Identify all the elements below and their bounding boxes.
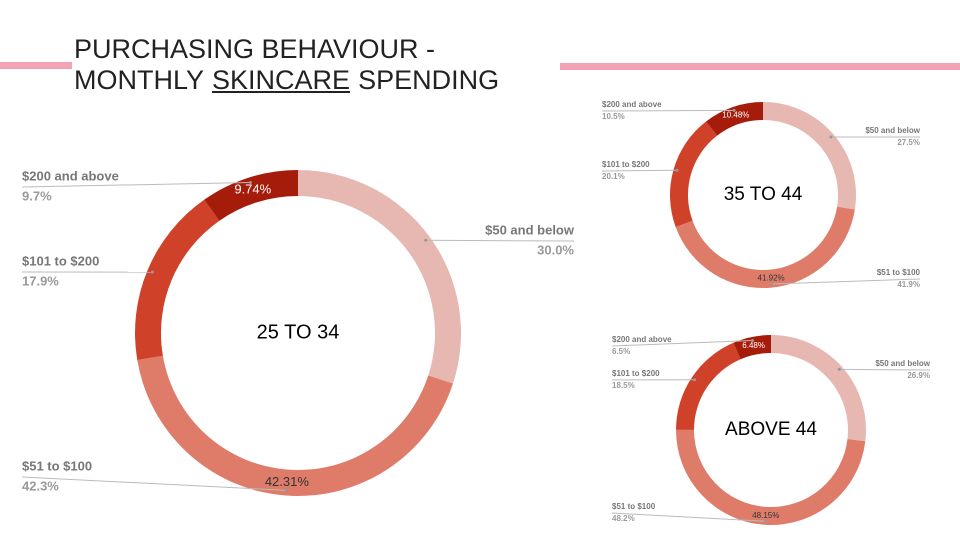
- legend-label: $51 to $100: [877, 268, 921, 277]
- leader-dot: [150, 270, 154, 274]
- leader-line: [601, 109, 735, 112]
- segment-label: 6.48%: [742, 341, 765, 350]
- leader-dot: [248, 181, 252, 185]
- legend-label: $200 and above: [612, 335, 672, 344]
- donut-segment: [669, 121, 718, 227]
- donut-segment: [706, 102, 763, 136]
- legend-value: 27.5%: [897, 138, 920, 147]
- donut-segment: [298, 170, 461, 384]
- donut-segment: [204, 170, 298, 221]
- legend-value: 17.9%: [22, 273, 59, 288]
- donut-segment: [135, 199, 220, 361]
- legend-value: 41.9%: [897, 280, 920, 289]
- accent-bar: [560, 63, 960, 70]
- donut-segment: [763, 102, 857, 210]
- legend-value: 10.5%: [602, 112, 625, 121]
- leader-line: [21, 182, 251, 188]
- title-word: SPENDING: [358, 65, 500, 95]
- title-line: PURCHASING BEHAVIOUR -: [74, 34, 436, 64]
- legend-label: $101 to $200: [22, 253, 99, 268]
- leader-dot: [829, 135, 833, 139]
- leader-line: [611, 512, 766, 522]
- legend-label: $200 and above: [22, 168, 119, 183]
- leader-dot: [424, 238, 428, 242]
- segment-label: 41.92%: [758, 274, 785, 283]
- legend-value: 48.2%: [612, 514, 635, 523]
- segment-label: 9.74%: [234, 181, 271, 196]
- legend-value: 42.3%: [22, 478, 59, 493]
- leader-line: [771, 278, 921, 285]
- legend-label: $50 and below: [485, 222, 575, 237]
- donut-segment: [771, 335, 867, 442]
- donut-segment: [675, 206, 855, 289]
- leader-dot: [693, 378, 697, 382]
- legend-label: $200 and above: [602, 100, 662, 109]
- title-word: MONTHLY: [74, 65, 205, 95]
- legend-label: $51 to $100: [22, 458, 92, 473]
- leader-dot: [284, 488, 288, 492]
- leader-dot: [763, 519, 767, 523]
- title-word: SKINCARE: [212, 65, 351, 95]
- donut-segment: [137, 355, 453, 496]
- leader-line: [425, 239, 575, 242]
- leader-line: [839, 368, 931, 371]
- legend-value: 26.9%: [907, 371, 930, 380]
- legend-value: 20.1%: [602, 172, 625, 181]
- leader-dot: [751, 338, 755, 342]
- legend-value: 9.7%: [22, 188, 52, 203]
- legend-label: $50 and below: [865, 126, 920, 135]
- leader-dot: [837, 367, 841, 371]
- chart-title: 35 TO 44: [724, 184, 803, 205]
- donut-segment: [675, 429, 866, 526]
- leader-line: [21, 476, 287, 491]
- leader-line: [601, 169, 678, 172]
- legend-label: $51 to $100: [612, 502, 656, 511]
- accent-bar: [0, 62, 72, 69]
- legend-label: $50 and below: [875, 359, 930, 368]
- donut-segment: [676, 342, 741, 430]
- chart-title: 25 TO 34: [257, 321, 340, 343]
- segment-label: 48.15%: [752, 511, 779, 520]
- legend-value: 30.0%: [537, 242, 574, 257]
- leader-dot: [770, 282, 774, 286]
- title-line: MONTHLY SKINCARE SPENDING: [74, 65, 507, 96]
- segment-label: 10.48%: [722, 111, 749, 120]
- leader-line: [611, 339, 753, 347]
- slide-title: PURCHASING BEHAVIOUR - MONTHLY SKINCARE SP…: [74, 34, 514, 96]
- leader-dot: [732, 108, 736, 112]
- leader-dot: [675, 168, 679, 172]
- legend-value: 6.5%: [612, 347, 630, 356]
- legend-value: 18.5%: [612, 381, 635, 390]
- legend-label: $101 to $200: [612, 369, 660, 378]
- legend-label: $101 to $200: [602, 160, 650, 169]
- chart-title: ABOVE 44: [725, 419, 817, 440]
- segment-label: 42.31%: [265, 474, 310, 489]
